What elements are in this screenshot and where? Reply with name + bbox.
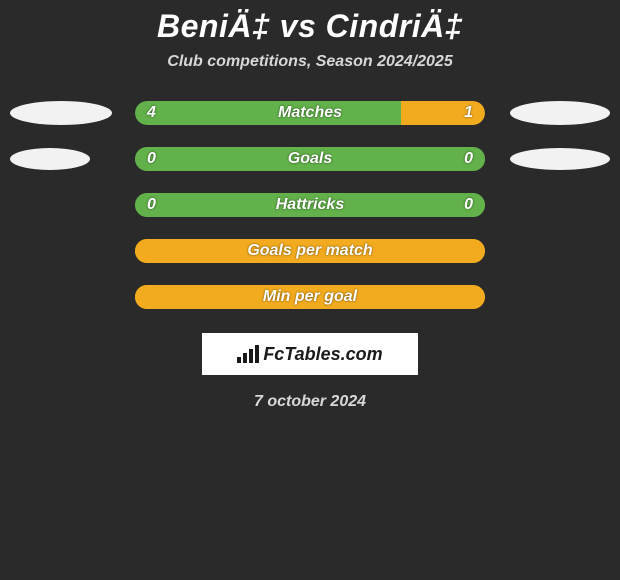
bar-left-fill [135, 101, 401, 125]
player-left-marker [10, 101, 112, 125]
left-value: 0 [147, 150, 156, 168]
logo-label: FcTables.com [263, 344, 382, 365]
stat-rows: 4 Matches 1 0 Goals 0 0 Hattricks 0 [0, 101, 620, 309]
logo-text: FcTables.com [237, 344, 382, 365]
right-value: 0 [464, 196, 473, 214]
right-value: 1 [464, 104, 473, 122]
comparison-card: BeniÄ‡ vs CindriÄ‡ Club competitions, Se… [0, 0, 620, 411]
bar-track: 4 Matches 1 [135, 101, 485, 125]
bar-left-fill [135, 193, 485, 217]
player-left-marker [10, 148, 90, 170]
subtitle: Club competitions, Season 2024/2025 [0, 53, 620, 71]
bar-track: Goals per match [135, 239, 485, 263]
left-value: 4 [147, 104, 156, 122]
bar-track: 0 Hattricks 0 [135, 193, 485, 217]
player-right-marker [510, 101, 610, 125]
stat-row-goals-per-match: Goals per match [0, 239, 620, 263]
player-right-marker [510, 148, 610, 170]
bar-right-fill [135, 285, 485, 309]
bar-track: 0 Goals 0 [135, 147, 485, 171]
bar-left-fill [135, 147, 485, 171]
page-title: BeniÄ‡ vs CindriÄ‡ [0, 8, 620, 45]
stat-row-min-per-goal: Min per goal [0, 285, 620, 309]
source-logo: FcTables.com [202, 333, 418, 375]
stat-row-hattricks: 0 Hattricks 0 [0, 193, 620, 217]
bars-icon [237, 345, 259, 363]
bar-track: Min per goal [135, 285, 485, 309]
date-text: 7 october 2024 [0, 393, 620, 411]
stat-row-matches: 4 Matches 1 [0, 101, 620, 125]
right-value: 0 [464, 150, 473, 168]
left-value: 0 [147, 196, 156, 214]
stat-row-goals: 0 Goals 0 [0, 147, 620, 171]
bar-right-fill [135, 239, 485, 263]
